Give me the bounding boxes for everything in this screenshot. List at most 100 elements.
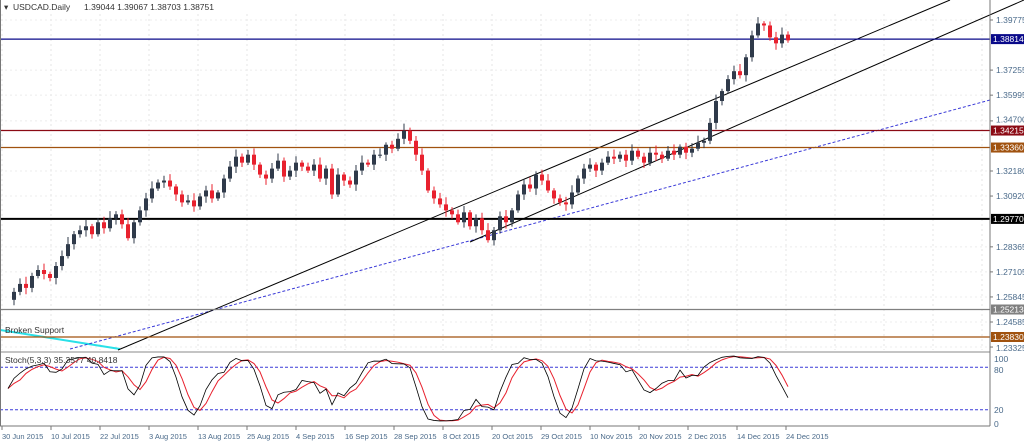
candle-bear <box>366 162 370 165</box>
candle-bear <box>672 150 676 155</box>
broken-support-label: Broken Support <box>5 325 65 335</box>
candle-bear <box>252 154 256 165</box>
candle-bull <box>60 256 64 267</box>
level-tag <box>991 125 1024 136</box>
candle-bear <box>468 212 472 227</box>
channel-lower-line <box>469 0 1024 243</box>
candle-bull <box>648 152 652 163</box>
candle-bull <box>588 164 592 169</box>
candle-bull <box>270 168 274 179</box>
candle-bear <box>438 198 442 205</box>
y-tick-label: 1.37255 <box>996 65 1024 75</box>
candle-bear <box>552 190 556 199</box>
y-tick-label: 1.24585 <box>996 317 1024 327</box>
candle-bull <box>702 140 706 143</box>
candle-bear <box>120 214 124 225</box>
candle-bear <box>684 146 688 153</box>
header-arrow-icon[interactable]: ▾ <box>4 2 9 12</box>
candle-bull <box>222 178 226 193</box>
candle-bear <box>654 152 658 155</box>
level-tag-text: 1.38814 <box>993 34 1024 44</box>
candle-bull <box>108 218 112 229</box>
candle-bull <box>96 222 100 235</box>
candle-bull <box>162 180 166 183</box>
candle-bear <box>90 226 94 235</box>
level-tag <box>991 304 1024 315</box>
x-tick-label: 10 Nov 2015 <box>590 432 633 441</box>
candle-bull <box>678 146 682 155</box>
candle-bull <box>216 192 220 199</box>
stoch-axis-label: 0 <box>994 419 999 429</box>
candle-bull <box>132 222 136 239</box>
candle-bear <box>528 184 532 189</box>
y-tick-label: 1.34700 <box>996 115 1024 125</box>
y-tick-label: 1.39775 <box>996 15 1024 25</box>
candle-bear <box>348 180 352 185</box>
candle-bear <box>786 34 790 41</box>
x-tick-label: 29 Oct 2015 <box>541 432 582 441</box>
candle-bull <box>690 148 694 153</box>
level-tag <box>991 331 1024 342</box>
candle-bull <box>744 57 748 76</box>
chart-objects <box>0 0 1024 351</box>
candle-bull <box>750 35 754 58</box>
x-tick-label: 14 Dec 2015 <box>737 432 780 441</box>
chart-symbol: USDCAD.Daily <box>13 2 71 12</box>
candle-bear <box>426 170 430 191</box>
x-tick-label: 28 Sep 2015 <box>394 432 437 441</box>
candle-bear <box>564 202 568 205</box>
stoch-axis-label: 80 <box>994 365 1004 375</box>
x-tick-label: 3 Aug 2015 <box>149 432 187 441</box>
level-tag <box>991 142 1024 153</box>
x-tick-label: 24 Dec 2015 <box>786 432 829 441</box>
candle-bull <box>276 160 280 169</box>
candle-bear <box>174 186 178 195</box>
candle-bull <box>696 142 700 149</box>
candle-bull <box>12 291 16 300</box>
x-tick-label: 13 Aug 2015 <box>198 432 240 441</box>
candle-bear <box>330 168 334 195</box>
candle-bull <box>600 162 604 171</box>
candle-bull <box>198 196 202 207</box>
candle-bull <box>498 216 502 231</box>
candle-bull <box>492 230 496 241</box>
y-tick-label: 1.35995 <box>996 90 1024 100</box>
candle-bull <box>510 210 514 223</box>
candle-bull <box>336 174 340 195</box>
candle-bear <box>264 174 268 179</box>
level-tag-text: 1.25213 <box>993 305 1024 315</box>
candle-bear <box>612 156 616 159</box>
candle-bear <box>282 160 286 177</box>
candle-bull <box>54 266 58 278</box>
candle-bear <box>594 164 598 171</box>
candle-bull <box>72 234 76 245</box>
candle-bear <box>414 140 418 155</box>
candle-bear <box>540 174 544 181</box>
candle-bull <box>606 156 610 163</box>
candle-bull <box>720 91 724 102</box>
candle-bear <box>408 130 412 141</box>
candle-bull <box>360 162 364 171</box>
candle-bull <box>150 188 154 199</box>
candle-bear <box>774 37 778 44</box>
candle-bear <box>642 156 646 163</box>
candle-bull <box>582 168 586 179</box>
level-tag-text: 1.29770 <box>993 214 1024 224</box>
broken-support-line <box>0 329 121 350</box>
candle-bull <box>18 283 22 292</box>
candle-bull <box>114 214 118 219</box>
candle-bull <box>726 79 730 92</box>
x-tick-label: 16 Sep 2015 <box>345 432 388 441</box>
y-tick-label: 1.32180 <box>996 166 1024 176</box>
candle-bull <box>732 71 736 80</box>
candle-bear <box>504 216 508 223</box>
x-tick-label: 20 Oct 2015 <box>492 432 533 441</box>
stoch-signal-line <box>7 356 789 422</box>
y-tick-label: 1.25845 <box>996 292 1024 302</box>
level-tag-text: 1.34215 <box>993 126 1024 136</box>
x-tick-label: 30 Jun 2015 <box>2 432 43 441</box>
candle-bull <box>138 210 142 223</box>
candle-bull <box>228 166 232 179</box>
candle-bull <box>30 275 34 288</box>
